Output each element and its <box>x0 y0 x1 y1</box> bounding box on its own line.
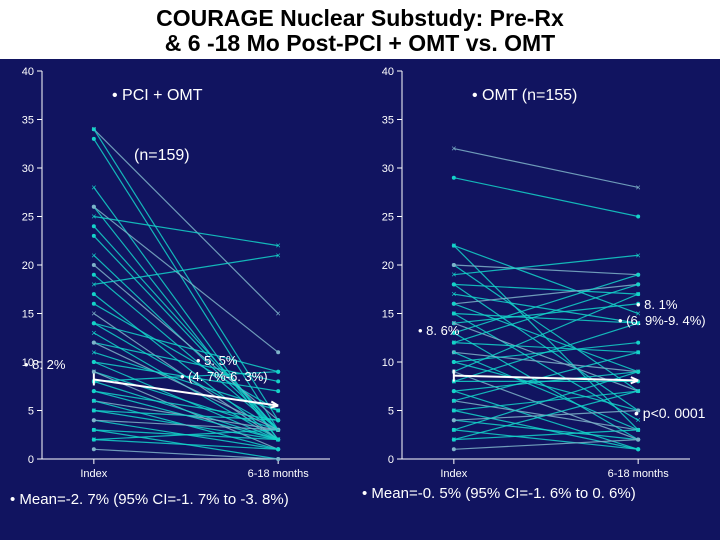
svg-text:40: 40 <box>22 66 34 78</box>
svg-text:35: 35 <box>22 114 34 126</box>
svg-text:6-18 months: 6-18 months <box>248 468 310 480</box>
svg-text:0: 0 <box>28 454 34 466</box>
right-group-label: • OMT (n=155) <box>472 87 577 105</box>
svg-text:20: 20 <box>22 260 34 272</box>
svg-text:×: × <box>636 250 641 260</box>
svg-text:0: 0 <box>388 454 394 466</box>
svg-text:×: × <box>276 308 281 318</box>
svg-text:5: 5 <box>28 405 34 417</box>
svg-text:35: 35 <box>382 114 394 126</box>
svg-text:10: 10 <box>382 357 394 369</box>
left-mean-label: • Mean=-2. 7% (95% CI=-1. 7% to -3. 8%) <box>10 491 289 508</box>
svg-text:×: × <box>276 250 281 260</box>
slide-title: COURAGE Nuclear Substudy: Pre-Rx & 6 -18… <box>0 0 720 59</box>
svg-text:×: × <box>91 308 96 318</box>
right-arrow-end-2: • (6. 9%-9. 4%) <box>618 313 706 328</box>
right-chart: 0 5 10 15 20 25 30 35 40 Index 6-18 months × × × × × × × ×… <box>360 59 720 489</box>
svg-text:6-18 months: 6-18 months <box>608 468 670 480</box>
left-arrow-end-1: • 5. 5% <box>196 353 237 368</box>
left-group-label: • PCI + OMT <box>112 87 203 105</box>
svg-text:30: 30 <box>22 163 34 175</box>
svg-text:×: × <box>276 240 281 250</box>
svg-text:×: × <box>636 182 641 192</box>
charts-row: 0510152025303540Index6-18 months××××××××… <box>0 59 720 489</box>
svg-text:×: × <box>451 347 456 357</box>
left-chart-panel: 0510152025303540Index6-18 months××××××××… <box>0 59 360 489</box>
p-value-label: • p<0. 0001 <box>634 405 705 421</box>
svg-text:×: × <box>451 143 456 153</box>
right-arrow-end-1: • 8. 1% <box>636 297 677 312</box>
svg-text:×: × <box>91 211 96 221</box>
svg-text:×: × <box>636 386 641 396</box>
left-n-label: (n=159) <box>134 147 190 165</box>
svg-text:40: 40 <box>382 66 394 78</box>
svg-text:×: × <box>636 366 641 376</box>
svg-text:×: × <box>91 347 96 357</box>
svg-text:×: × <box>451 240 456 250</box>
right-mean-label: • Mean=-0. 5% (95% CI=-1. 6% to 0. 6%) <box>362 485 636 502</box>
svg-text:×: × <box>91 327 96 337</box>
svg-text:×: × <box>451 289 456 299</box>
svg-text:15: 15 <box>22 308 34 320</box>
svg-text:×: × <box>91 434 96 444</box>
svg-text:×: × <box>91 279 96 289</box>
svg-text:30: 30 <box>382 163 394 175</box>
svg-text:×: × <box>276 424 281 434</box>
svg-text:×: × <box>451 405 456 415</box>
svg-text:Index: Index <box>80 468 107 480</box>
svg-text:×: × <box>91 405 96 415</box>
svg-text:20: 20 <box>382 260 394 272</box>
svg-text:×: × <box>276 434 281 444</box>
left-chart: 0510152025303540Index6-18 months××××××××… <box>0 59 360 489</box>
svg-text:15: 15 <box>382 308 394 320</box>
svg-text:25: 25 <box>22 211 34 223</box>
svg-text:×: × <box>91 250 96 260</box>
svg-text:Index: Index <box>440 468 467 480</box>
title-line-2: & 6 -18 Mo Post-PCI + OMT vs. OMT <box>165 30 555 56</box>
svg-text:×: × <box>451 269 456 279</box>
left-arrow-start: • 8. 2% <box>24 357 65 372</box>
title-line-1: COURAGE Nuclear Substudy: Pre-Rx <box>156 5 564 31</box>
right-chart-panel: 0 5 10 15 20 25 30 35 40 Index 6-18 months × × × × × × × ×… <box>360 59 720 489</box>
left-arrow-end-2: • (4. 7%-6. 3%) <box>180 369 268 384</box>
svg-text:×: × <box>91 182 96 192</box>
svg-text:25: 25 <box>382 211 394 223</box>
svg-text:×: × <box>451 434 456 444</box>
footer: • Mean=-2. 7% (95% CI=-1. 7% to -3. 8%) … <box>0 489 720 519</box>
svg-text:5: 5 <box>388 405 394 417</box>
right-arrow-start: • 8. 6% <box>418 323 459 338</box>
